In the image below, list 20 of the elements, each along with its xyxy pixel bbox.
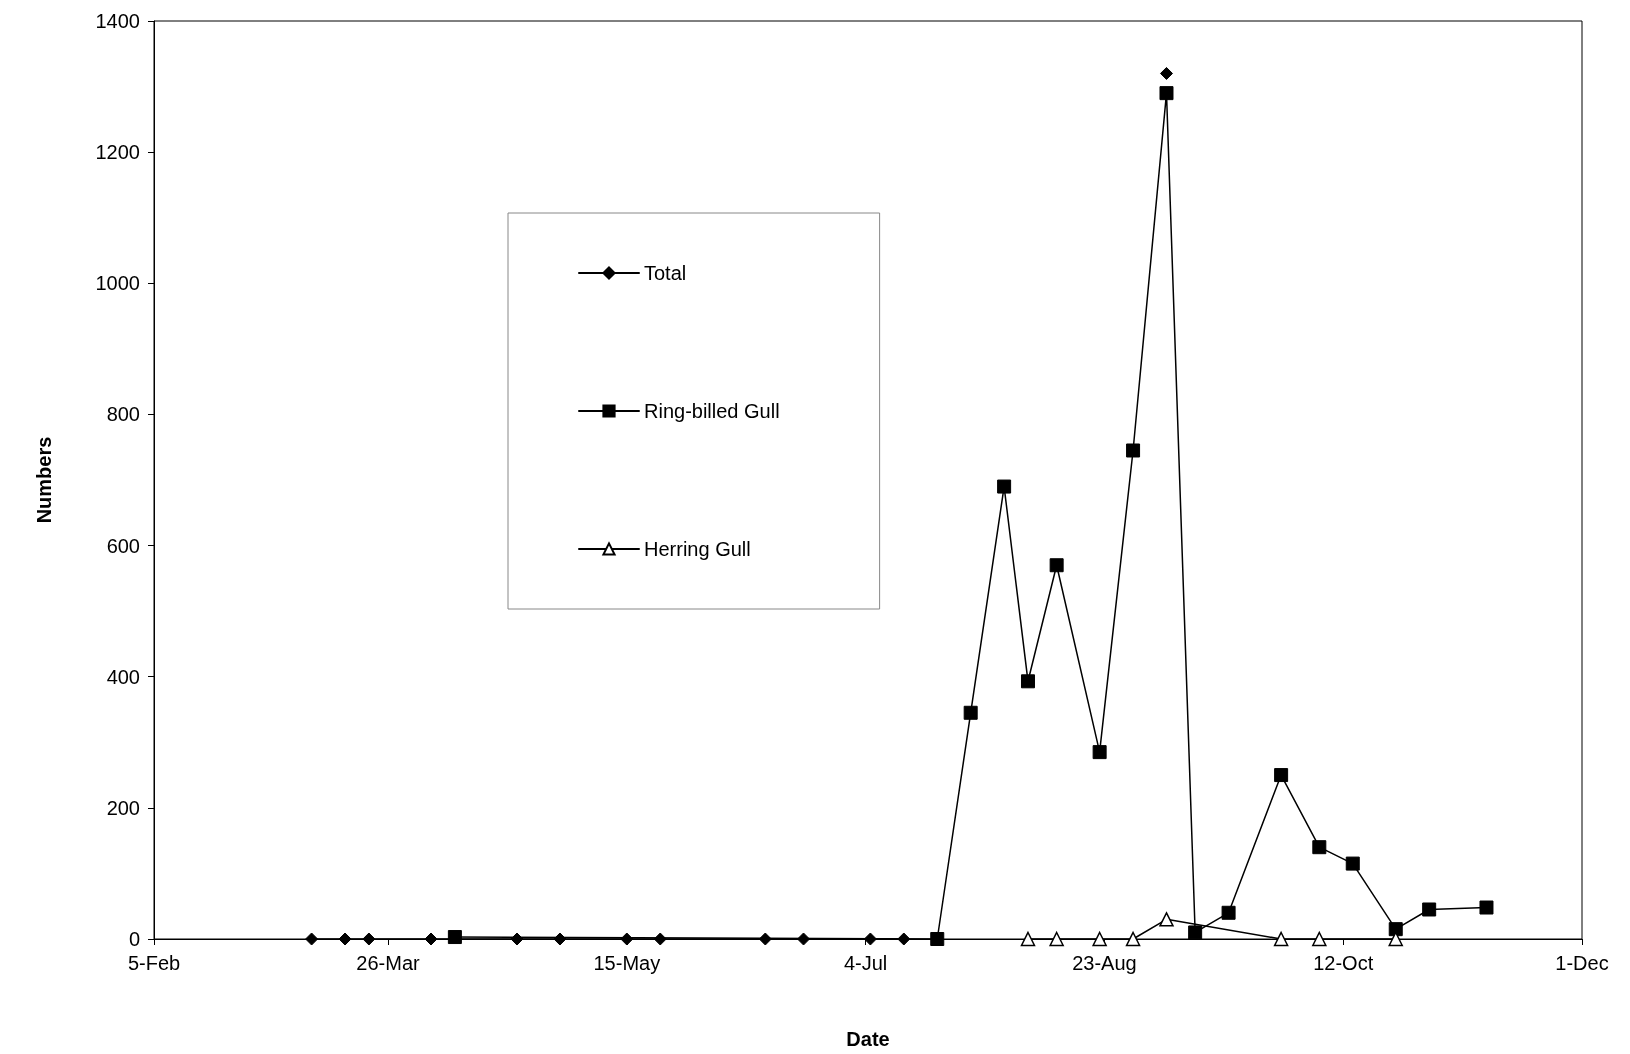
legend-label: Herring Gull — [644, 538, 751, 560]
y-axis-title: Numbers — [33, 436, 55, 524]
x-tick-label: 1-Dec — [1555, 952, 1609, 974]
y-tick-label: 400 — [106, 665, 140, 688]
y-tick-label: 600 — [106, 534, 140, 557]
x-tick-label: 4-Jul — [843, 952, 888, 974]
y-tick-label: 200 — [106, 796, 140, 819]
y-tick-label: 800 — [106, 403, 140, 426]
y-tick-label: 0 — [128, 928, 140, 950]
legend-label: Total — [644, 262, 687, 284]
legend-label: Ring-billed Gull — [644, 400, 780, 422]
y-tick-label: 1000 — [95, 272, 140, 295]
x-tick-label: 26-Mar — [356, 952, 421, 974]
x-tick-label: 5-Feb — [127, 952, 181, 974]
y-tick-label: 1400 — [95, 10, 140, 32]
x-tick-label: 12-Oct — [1313, 952, 1374, 974]
y-tick-label: 1200 — [95, 141, 140, 164]
x-axis-title: Date — [846, 1028, 890, 1050]
x-tick-label: 15-May — [593, 952, 661, 974]
x-tick-label: 23-Aug — [1072, 952, 1137, 974]
